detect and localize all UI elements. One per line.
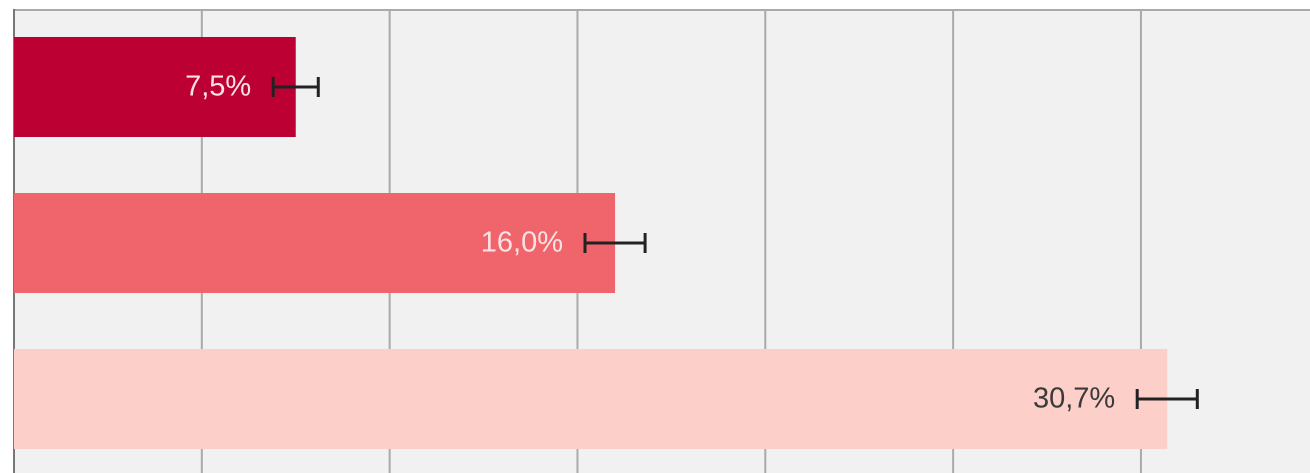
value-label: 30,7% <box>1033 383 1115 415</box>
value-label: 7,5% <box>185 71 251 103</box>
bar <box>14 193 616 293</box>
bar <box>14 349 1168 449</box>
value-label: 16,0% <box>481 227 563 259</box>
bar <box>14 37 296 137</box>
